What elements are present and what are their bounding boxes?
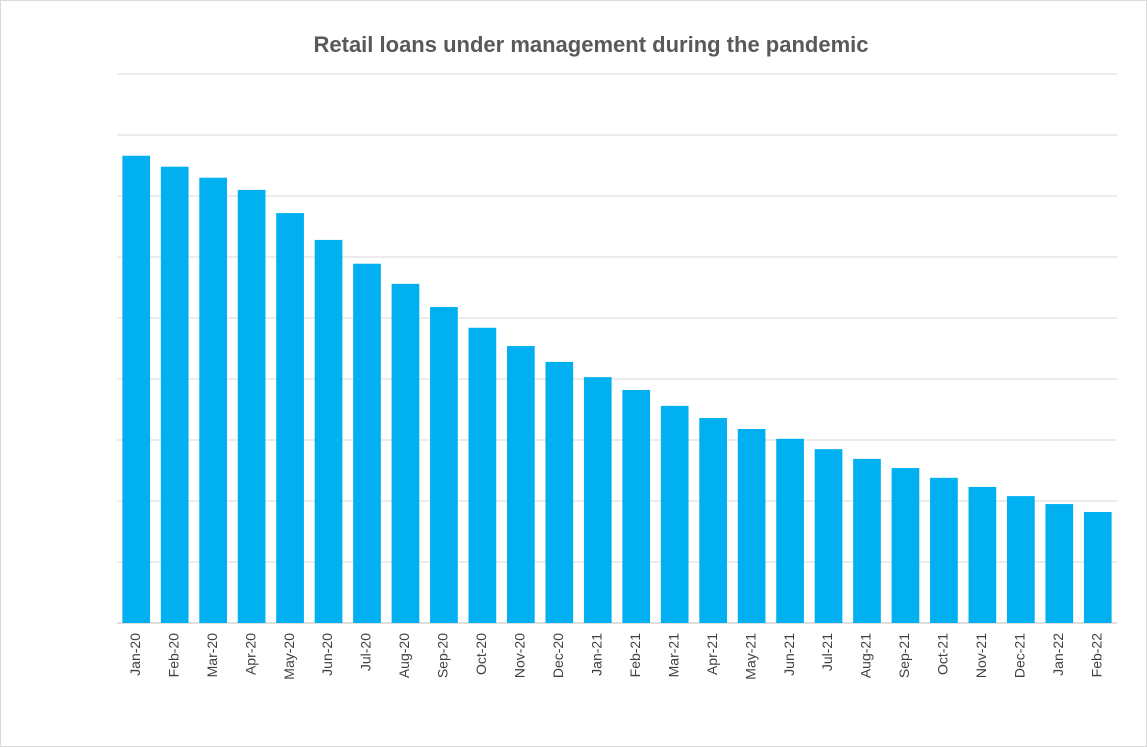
x-tick-label: Mar-21: [665, 633, 681, 678]
x-tick-label: Feb-21: [627, 633, 643, 678]
x-tick-label: Jan-21: [588, 633, 604, 676]
bar: [583, 377, 612, 623]
bar: [1045, 504, 1074, 623]
chart-title: Retail loans under management during the…: [314, 32, 869, 57]
x-tick-label: Apr-20: [242, 633, 258, 675]
bar: [507, 346, 535, 623]
bar: [237, 189, 266, 623]
x-tick-label: Apr-21: [704, 633, 720, 675]
bar: [853, 458, 881, 623]
bar: [430, 307, 458, 623]
bar: [699, 418, 727, 623]
bar: [891, 468, 920, 623]
bar: [1007, 496, 1035, 623]
x-tick-label: Jul-21: [819, 633, 835, 671]
x-tick-label: Sep-21: [896, 633, 912, 678]
x-tick-label: Mar-20: [204, 633, 220, 678]
bar: [199, 177, 227, 623]
bar: [314, 239, 343, 624]
bar: [1083, 511, 1112, 623]
x-tick-label: Sep-20: [435, 633, 451, 678]
x-tick-label: Jun-21: [781, 633, 797, 676]
x-tick-label: Feb-20: [165, 633, 181, 678]
bar: [545, 361, 574, 623]
bar: [776, 438, 804, 623]
bar: [660, 405, 689, 623]
x-tick-label: Aug-21: [858, 633, 874, 678]
bar: [968, 486, 997, 623]
x-tick-label: Jun-20: [319, 633, 335, 676]
x-tick-label: Oct-20: [473, 633, 489, 675]
x-tick-label: Feb-22: [1088, 633, 1104, 678]
bar: [353, 263, 381, 623]
x-tick-label: Jan-22: [1050, 633, 1066, 676]
x-tick-label: Dec-20: [550, 633, 566, 678]
x-tick-label: Aug-20: [396, 633, 412, 678]
x-tick-label: Jul-20: [358, 633, 374, 671]
bar: [737, 429, 766, 623]
bar: [391, 283, 420, 623]
x-tick-label: Jan-20: [127, 633, 143, 676]
bar: [622, 389, 651, 623]
x-tick-label: May-20: [281, 633, 297, 680]
bar: [276, 213, 304, 623]
bar: [468, 327, 497, 623]
x-tick-label: Dec-21: [1012, 633, 1028, 678]
bar: [122, 155, 151, 624]
bar: [814, 449, 843, 623]
x-tick-label: Nov-21: [973, 633, 989, 678]
x-tick-label: Oct-21: [935, 633, 951, 675]
bar: [160, 166, 189, 623]
x-tick-label: May-21: [742, 633, 758, 680]
bar: [930, 477, 958, 623]
x-tick-label: Nov-20: [512, 633, 528, 678]
